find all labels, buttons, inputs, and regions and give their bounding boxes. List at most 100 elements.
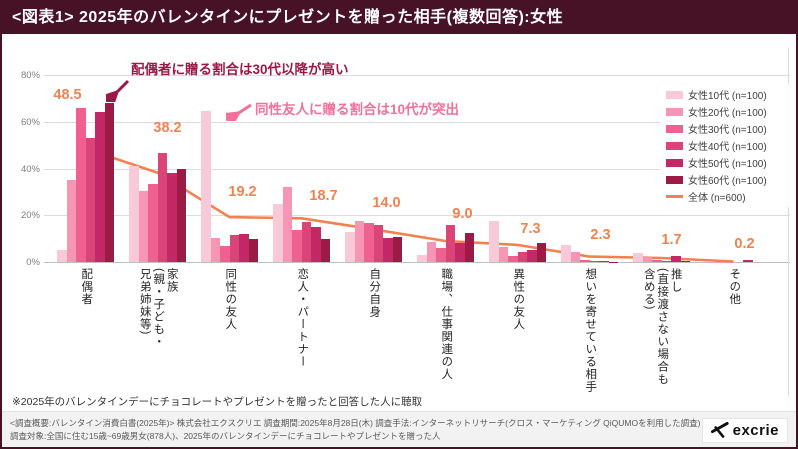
bar-s2-c3 — [210, 237, 220, 262]
excrie-logo: excrie — [701, 418, 788, 443]
value-label-9: 1.7 — [661, 232, 682, 248]
legend-swatch-icon — [666, 90, 683, 99]
y-tick-20: 20% — [20, 210, 40, 222]
value-label-2: 38.2 — [153, 120, 182, 136]
x-label-9: 推し (直接渡さない場合も 含める) — [633, 268, 690, 406]
bar-s4-c3 — [229, 235, 239, 262]
bar-s6-c7 — [536, 243, 546, 262]
x-label-text-9: 推し (直接渡さない場合も 含める) — [642, 268, 682, 386]
bar-s6-c2 — [176, 169, 186, 262]
bar-s5-c2 — [167, 173, 177, 262]
bar-s4-c5 — [373, 224, 383, 262]
survey-note: ※2025年のバレンタインデーにチョコレートやプレゼントを贈ったと回答した人に聴… — [12, 396, 423, 408]
bar-s5-c10 — [743, 259, 753, 262]
bar-s4-c8 — [589, 261, 599, 262]
bar-group-2 — [129, 75, 186, 262]
x-label-2: 家族 (親・子ども・ 兄弟姉妹等) — [129, 268, 186, 406]
legend-label: 女性60代 (n=100) — [688, 176, 767, 187]
legend-row: 女性30代 (n=100) — [660, 120, 794, 137]
gridline-0 — [44, 262, 790, 263]
excrie-logo-text: excrie — [732, 421, 779, 439]
page-title: <図表1> 2025年のバレンタインにプレゼントを贈った相手(複数回答):女性 — [2, 2, 796, 34]
bar-s3-c4 — [292, 230, 302, 262]
bar-s5-c7 — [527, 250, 537, 262]
plot-area: 48.5 38.2 19.2 18.7 14.0 9.0 7.3 2.3 1.7 0.2 — [44, 75, 790, 263]
annotation-friend: 同性友人に贈る割合は10代が突出 — [255, 102, 460, 117]
legend-swatch-icon — [666, 175, 683, 184]
footer-caption-line2: 調査対象:全国に住む15歳~69歳男女(878人)、2025年のバレンタインデー… — [10, 431, 441, 441]
bar-s2-c5 — [354, 221, 364, 262]
bar-s5-c4 — [311, 226, 321, 262]
legend-label: 女性10代 (n=100) — [688, 91, 767, 102]
bar-s6-c5 — [392, 236, 402, 262]
bar-s3-c8 — [580, 259, 590, 262]
bar-s3-c2 — [148, 183, 158, 262]
annotation-arrow-spouse-icon — [106, 79, 130, 102]
legend-label: 女性30代 (n=100) — [688, 125, 767, 136]
bar-s4-c7 — [517, 251, 527, 262]
bar-s5-c5 — [383, 237, 393, 262]
overall-line — [85, 147, 734, 263]
bar-s3-c5 — [364, 223, 374, 262]
x-label-7: 異性の友人 — [489, 268, 546, 406]
bar-s1-c4 — [273, 203, 283, 262]
bar-s6-c4 — [320, 239, 330, 262]
bar-s1-c1 — [57, 250, 67, 262]
footer-bar: <調査概要:バレンタイン消費白書(2025年)> 株式会社エクスクリエ 調査期間… — [2, 411, 796, 447]
legend-swatch-icon — [666, 158, 683, 167]
legend-row: 女性60代 (n=100) — [660, 171, 794, 188]
x-label-text-8: 想いを寄せている相手 — [584, 268, 597, 393]
y-tick-40: 40% — [20, 163, 40, 175]
bar-s1-c9 — [633, 253, 643, 262]
value-label-3: 19.2 — [228, 184, 257, 200]
bar-s2-c7 — [498, 247, 508, 262]
x-label-text-7: 異性の友人 — [512, 268, 525, 331]
bar-s4-c4 — [301, 222, 311, 262]
y-tick-0: 0% — [26, 257, 40, 268]
y-tick-80: 80% — [20, 70, 40, 81]
plot-right-border — [788, 48, 789, 396]
legend-label: 女性20代 (n=100) — [688, 108, 767, 119]
footer-caption-line1: <調査概要:バレンタイン消費白書(2025年)> 株式会社エクスクリエ 調査期間… — [10, 418, 701, 428]
annotation-spouse: 配偶者に贈る割合は30代以降が高い — [131, 62, 349, 77]
bar-s3-c9 — [652, 260, 662, 262]
bar-s5-c6 — [455, 242, 465, 262]
bar-s3-c7 — [508, 256, 518, 262]
bar-group-5 — [345, 75, 402, 262]
legend-line-swatch-icon — [666, 195, 683, 198]
bar-s2-c9 — [642, 256, 652, 262]
x-label-text-1: 配偶者 — [80, 268, 93, 306]
y-tick-60: 60% — [20, 116, 40, 128]
bar-group-3 — [201, 75, 258, 262]
bar-s5-c1 — [95, 112, 105, 262]
bar-s6-c3 — [248, 239, 258, 262]
value-label-7: 7.3 — [520, 221, 541, 237]
bar-s4-c2 — [157, 153, 167, 262]
bar-s4-c6 — [445, 225, 455, 262]
legend-label: 全体 (n=600) — [688, 193, 746, 204]
x-axis-labels: 配偶者 家族 (親・子ども・ 兄弟姉妹等) 同性の友人 恋人・パートナー 自分自身 職場、… — [44, 268, 790, 408]
bar-s6-c9 — [680, 260, 690, 262]
value-label-1: 48.5 — [53, 87, 82, 103]
x-label-5: 自分自身 — [345, 268, 402, 406]
legend: 女性10代 (n=100) 女性20代 (n=100) 女性30代 (n=100) 女… — [660, 84, 794, 207]
x-label-text-4: 恋人・パートナー — [296, 268, 309, 368]
bar-s6-c6 — [464, 232, 474, 262]
bar-group-6 — [417, 75, 474, 262]
legend-row: 全体 (n=600) — [660, 188, 794, 205]
value-label-8: 2.3 — [590, 227, 611, 243]
value-label-4: 18.7 — [309, 188, 338, 204]
excrie-logo-mark-icon — [710, 421, 729, 438]
x-label-text-3: 同性の友人 — [224, 268, 237, 331]
legend-swatch-icon — [666, 107, 683, 116]
bar-s6-c1 — [104, 103, 114, 262]
legend-label: 女性40代 (n=100) — [688, 142, 767, 153]
bar-s2-c4 — [282, 187, 292, 262]
x-label-4: 恋人・パートナー — [273, 268, 330, 406]
legend-label: 女性50代 (n=100) — [688, 159, 767, 170]
value-label-5: 14.0 — [372, 195, 401, 211]
bar-s3-c6 — [436, 248, 446, 262]
bar-s2-c2 — [138, 190, 148, 262]
gridline-20 — [44, 215, 790, 217]
bar-s1-c2 — [129, 166, 139, 262]
